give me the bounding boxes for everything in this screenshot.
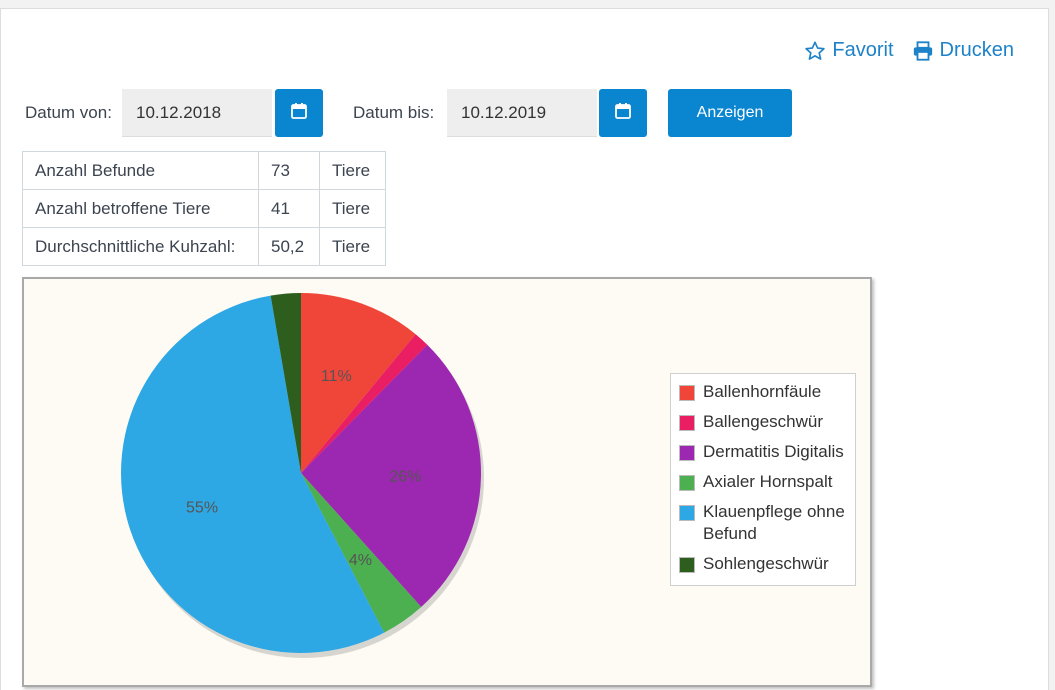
date-to-input[interactable] xyxy=(447,89,597,137)
pie-slice-label: 4% xyxy=(349,552,372,569)
legend-swatch xyxy=(679,385,695,401)
legend-swatch xyxy=(679,445,695,461)
legend-label: Dermatitis Digitalis xyxy=(703,442,844,461)
legend-label: Ballengeschwür xyxy=(703,412,824,431)
stat-value: 41 xyxy=(258,189,320,228)
legend-item[interactable]: Klauenpflege ohne Befund xyxy=(671,497,855,549)
pie-chart: 11% 26% 4% 55% xyxy=(121,293,484,658)
table-row: Anzahl betroffene Tiere 41 Tiere xyxy=(22,189,386,228)
stat-unit: Tiere xyxy=(319,151,386,190)
legend-item[interactable]: Dermatitis Digitalis xyxy=(671,437,855,467)
date-from-input[interactable] xyxy=(122,89,272,137)
legend-swatch xyxy=(679,415,695,431)
legend-item[interactable]: Sohlengeschwür xyxy=(671,549,855,579)
top-actions: Favorit Drucken xyxy=(804,39,1014,62)
legend-label: Sohlengeschwür xyxy=(703,554,829,573)
pie-slice[interactable] xyxy=(270,293,301,473)
stat-unit: Tiere xyxy=(319,189,386,228)
show-button[interactable]: Anzeigen xyxy=(668,89,792,137)
table-row: Durchschnittliche Kuhzahl: 50,2 Tiere xyxy=(22,227,386,266)
pie-slice-label: 26% xyxy=(389,468,421,485)
print-button[interactable]: Drucken xyxy=(912,39,1014,62)
calendar-icon xyxy=(614,102,632,125)
date-from-calendar-button[interactable] xyxy=(275,89,323,137)
legend-label: Axialer Hornspalt xyxy=(703,472,833,491)
date-to-calendar-button[interactable] xyxy=(599,89,647,137)
star-icon xyxy=(804,40,826,62)
pie-slice-label: 55% xyxy=(186,499,218,516)
pie-slice-label: 11% xyxy=(321,368,352,385)
favorite-label: Favorit xyxy=(832,39,894,61)
date-from-label: Datum von: xyxy=(25,103,112,122)
legend-label: Ballenhornfäule xyxy=(703,382,822,401)
stat-unit: Tiere xyxy=(319,227,386,266)
report-panel: Favorit Drucken Datum von: xyxy=(0,8,1049,690)
pie-slice[interactable] xyxy=(301,473,422,633)
pie-slice[interactable] xyxy=(121,295,385,653)
legend-swatch xyxy=(679,505,695,521)
date-to-label: Datum bis: xyxy=(353,103,435,122)
pie-chart-container: 11% 26% 4% 55% Ballenhornfäule Ballengeschwü… xyxy=(22,277,872,687)
chart-legend: Ballenhornfäule Ballengeschwür Dermatitis … xyxy=(670,373,856,586)
stat-label: Anzahl Befunde xyxy=(22,151,259,190)
calendar-icon xyxy=(290,102,308,125)
legend-swatch xyxy=(679,557,695,573)
stat-label: Anzahl betroffene Tiere xyxy=(22,189,259,228)
legend-swatch xyxy=(679,475,695,491)
favorite-button[interactable]: Favorit xyxy=(804,39,894,62)
stat-value: 73 xyxy=(258,151,320,190)
legend-item[interactable]: Ballenhornfäule xyxy=(671,377,855,407)
stat-label: Durchschnittliche Kuhzahl: xyxy=(22,227,259,266)
pie-slice[interactable] xyxy=(301,293,416,473)
legend-item[interactable]: Ballengeschwür xyxy=(671,407,855,437)
printer-icon xyxy=(912,40,934,62)
table-row: Anzahl Befunde 73 Tiere xyxy=(22,151,386,190)
legend-item[interactable]: Axialer Hornspalt xyxy=(671,467,855,497)
stat-value: 50,2 xyxy=(258,227,320,266)
pie-slice[interactable] xyxy=(301,334,428,473)
pie-slice[interactable] xyxy=(301,344,481,607)
stats-table: Anzahl Befunde 73 Tiere Anzahl betroffen… xyxy=(22,151,386,266)
legend-label: Klauenpflege ohne Befund xyxy=(703,502,845,543)
print-label: Drucken xyxy=(939,39,1014,61)
